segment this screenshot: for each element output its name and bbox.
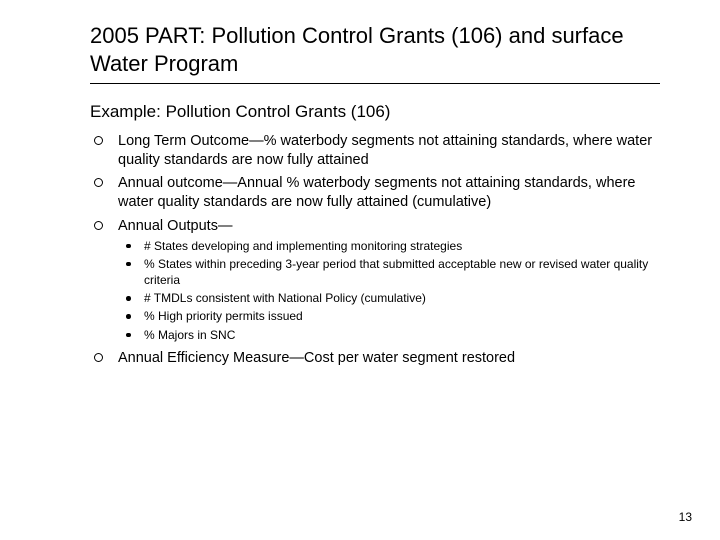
dot-bullet-icon [126, 244, 131, 249]
list-item-text: Annual Outputs— [118, 218, 232, 234]
circle-bullet-icon [94, 178, 103, 187]
sub-list-item-text: % States within preceding 3-year period … [144, 257, 648, 287]
page-number: 13 [679, 510, 692, 524]
list-item-text: Annual outcome—Annual % waterbody segmen… [118, 175, 635, 210]
sub-list-item-text: # States developing and implementing mon… [144, 239, 462, 253]
list-item: Annual Outputs— # States developing and … [90, 217, 660, 343]
dot-bullet-icon [126, 314, 131, 319]
sub-list: # States developing and implementing mon… [118, 238, 660, 343]
title-rule [90, 83, 660, 84]
dot-bullet-icon [126, 262, 131, 267]
sub-list-item-text: % High priority permits issued [144, 309, 303, 323]
sub-list-item: # States developing and implementing mon… [118, 238, 660, 254]
circle-bullet-icon [94, 353, 103, 362]
sub-list-item-text: # TMDLs consistent with National Policy … [144, 291, 426, 305]
sub-list-item: % States within preceding 3-year period … [118, 256, 660, 288]
dot-bullet-icon [126, 296, 131, 301]
slide-subtitle: Example: Pollution Control Grants (106) [90, 102, 660, 122]
list-item: Long Term Outcome—% waterbody segments n… [90, 132, 660, 170]
bullet-list: Long Term Outcome—% waterbody segments n… [90, 132, 660, 368]
list-item-text: Long Term Outcome—% waterbody segments n… [118, 133, 652, 168]
circle-bullet-icon [94, 136, 103, 145]
slide: 2005 PART: Pollution Control Grants (106… [0, 0, 720, 540]
sub-list-item: # TMDLs consistent with National Policy … [118, 290, 660, 306]
sub-list-item: % Majors in SNC [118, 327, 660, 343]
circle-bullet-icon [94, 221, 103, 230]
list-item: Annual Efficiency Measure—Cost per water… [90, 349, 660, 368]
sub-list-item: % High priority permits issued [118, 308, 660, 324]
dot-bullet-icon [126, 333, 131, 338]
sub-list-item-text: % Majors in SNC [144, 328, 235, 342]
list-item: Annual outcome—Annual % waterbody segmen… [90, 174, 660, 212]
list-item-text: Annual Efficiency Measure—Cost per water… [118, 350, 515, 366]
slide-title: 2005 PART: Pollution Control Grants (106… [90, 22, 660, 77]
